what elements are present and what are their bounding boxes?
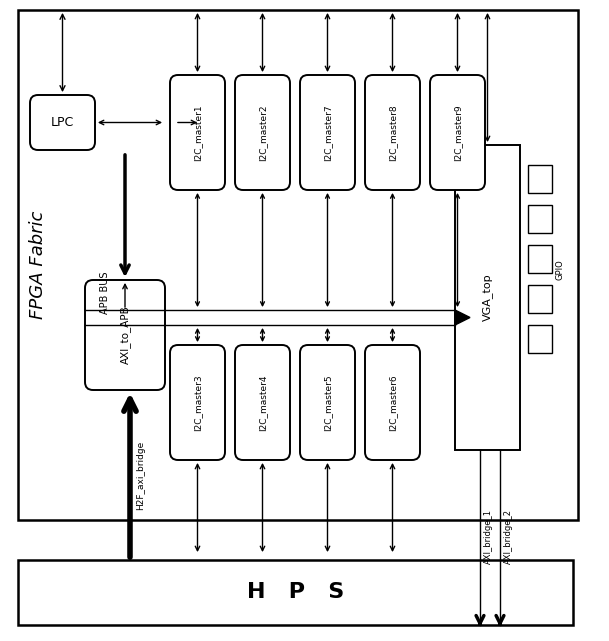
Text: I2C_master7: I2C_master7 bbox=[323, 104, 332, 161]
Text: AXI_bridge_2: AXI_bridge_2 bbox=[504, 510, 513, 565]
Bar bbox=[18, 560, 573, 625]
Bar bbox=[455, 145, 520, 450]
FancyBboxPatch shape bbox=[235, 75, 290, 190]
Text: I2C_master8: I2C_master8 bbox=[388, 104, 397, 161]
FancyBboxPatch shape bbox=[365, 75, 420, 190]
Text: I2C_master4: I2C_master4 bbox=[258, 374, 267, 431]
Text: GPIO: GPIO bbox=[555, 260, 565, 280]
Text: APB BUS: APB BUS bbox=[100, 272, 110, 314]
Bar bbox=[528, 285, 552, 313]
Text: I2C_master2: I2C_master2 bbox=[258, 104, 267, 161]
Text: AXI_bridge_1: AXI_bridge_1 bbox=[484, 510, 493, 565]
Bar bbox=[528, 205, 552, 233]
Text: I2C_master1: I2C_master1 bbox=[193, 104, 202, 161]
Text: I2C_master6: I2C_master6 bbox=[388, 374, 397, 431]
FancyBboxPatch shape bbox=[235, 345, 290, 460]
Bar bbox=[528, 165, 552, 193]
Polygon shape bbox=[455, 310, 470, 325]
FancyBboxPatch shape bbox=[85, 280, 165, 390]
FancyBboxPatch shape bbox=[30, 95, 95, 150]
FancyBboxPatch shape bbox=[170, 75, 225, 190]
Text: I2C_master3: I2C_master3 bbox=[193, 374, 202, 431]
FancyBboxPatch shape bbox=[170, 345, 225, 460]
Text: H   P   S: H P S bbox=[247, 583, 344, 603]
Bar bbox=[18, 10, 578, 520]
Text: I2C_master5: I2C_master5 bbox=[323, 374, 332, 431]
FancyBboxPatch shape bbox=[365, 345, 420, 460]
Text: AXI_to_APB: AXI_to_APB bbox=[119, 306, 130, 364]
Text: VGA_top: VGA_top bbox=[482, 274, 493, 321]
FancyBboxPatch shape bbox=[300, 345, 355, 460]
Bar bbox=[528, 325, 552, 353]
Bar bbox=[528, 245, 552, 273]
Text: I2C_master9: I2C_master9 bbox=[453, 104, 462, 161]
Text: FPGA Fabric: FPGA Fabric bbox=[29, 211, 47, 319]
FancyBboxPatch shape bbox=[430, 75, 485, 190]
Text: H2F_axi_bridge: H2F_axi_bridge bbox=[136, 440, 145, 510]
Text: LPC: LPC bbox=[51, 116, 74, 129]
FancyBboxPatch shape bbox=[300, 75, 355, 190]
